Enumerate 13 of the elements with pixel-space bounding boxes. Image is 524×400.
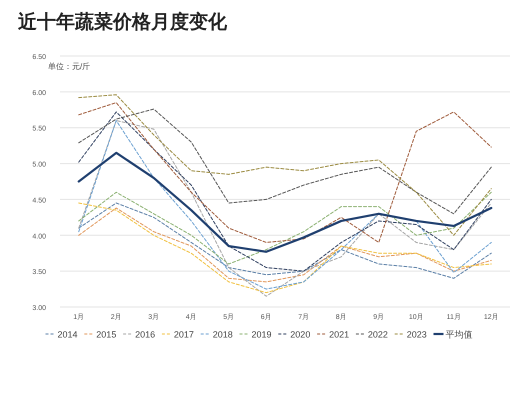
annotation: 单位：元/斤 <box>48 62 90 71</box>
legend-label: 2016 <box>135 330 156 340</box>
legend-label: 2021 <box>329 330 350 340</box>
chart-title: 近十年蔬菜价格月度变化 <box>17 11 228 33</box>
legend-label: 2017 <box>174 330 194 340</box>
legend-label: 2023 <box>406 330 427 340</box>
legend-label: 2022 <box>368 330 388 340</box>
legend-label: 平均值 <box>446 330 472 340</box>
legend-label: 2014 <box>58 330 78 340</box>
legend-label: 2015 <box>96 330 116 340</box>
legend-label: 2018 <box>212 330 233 340</box>
legend-label: 2019 <box>252 330 272 340</box>
legend-label: 2020 <box>290 330 310 340</box>
